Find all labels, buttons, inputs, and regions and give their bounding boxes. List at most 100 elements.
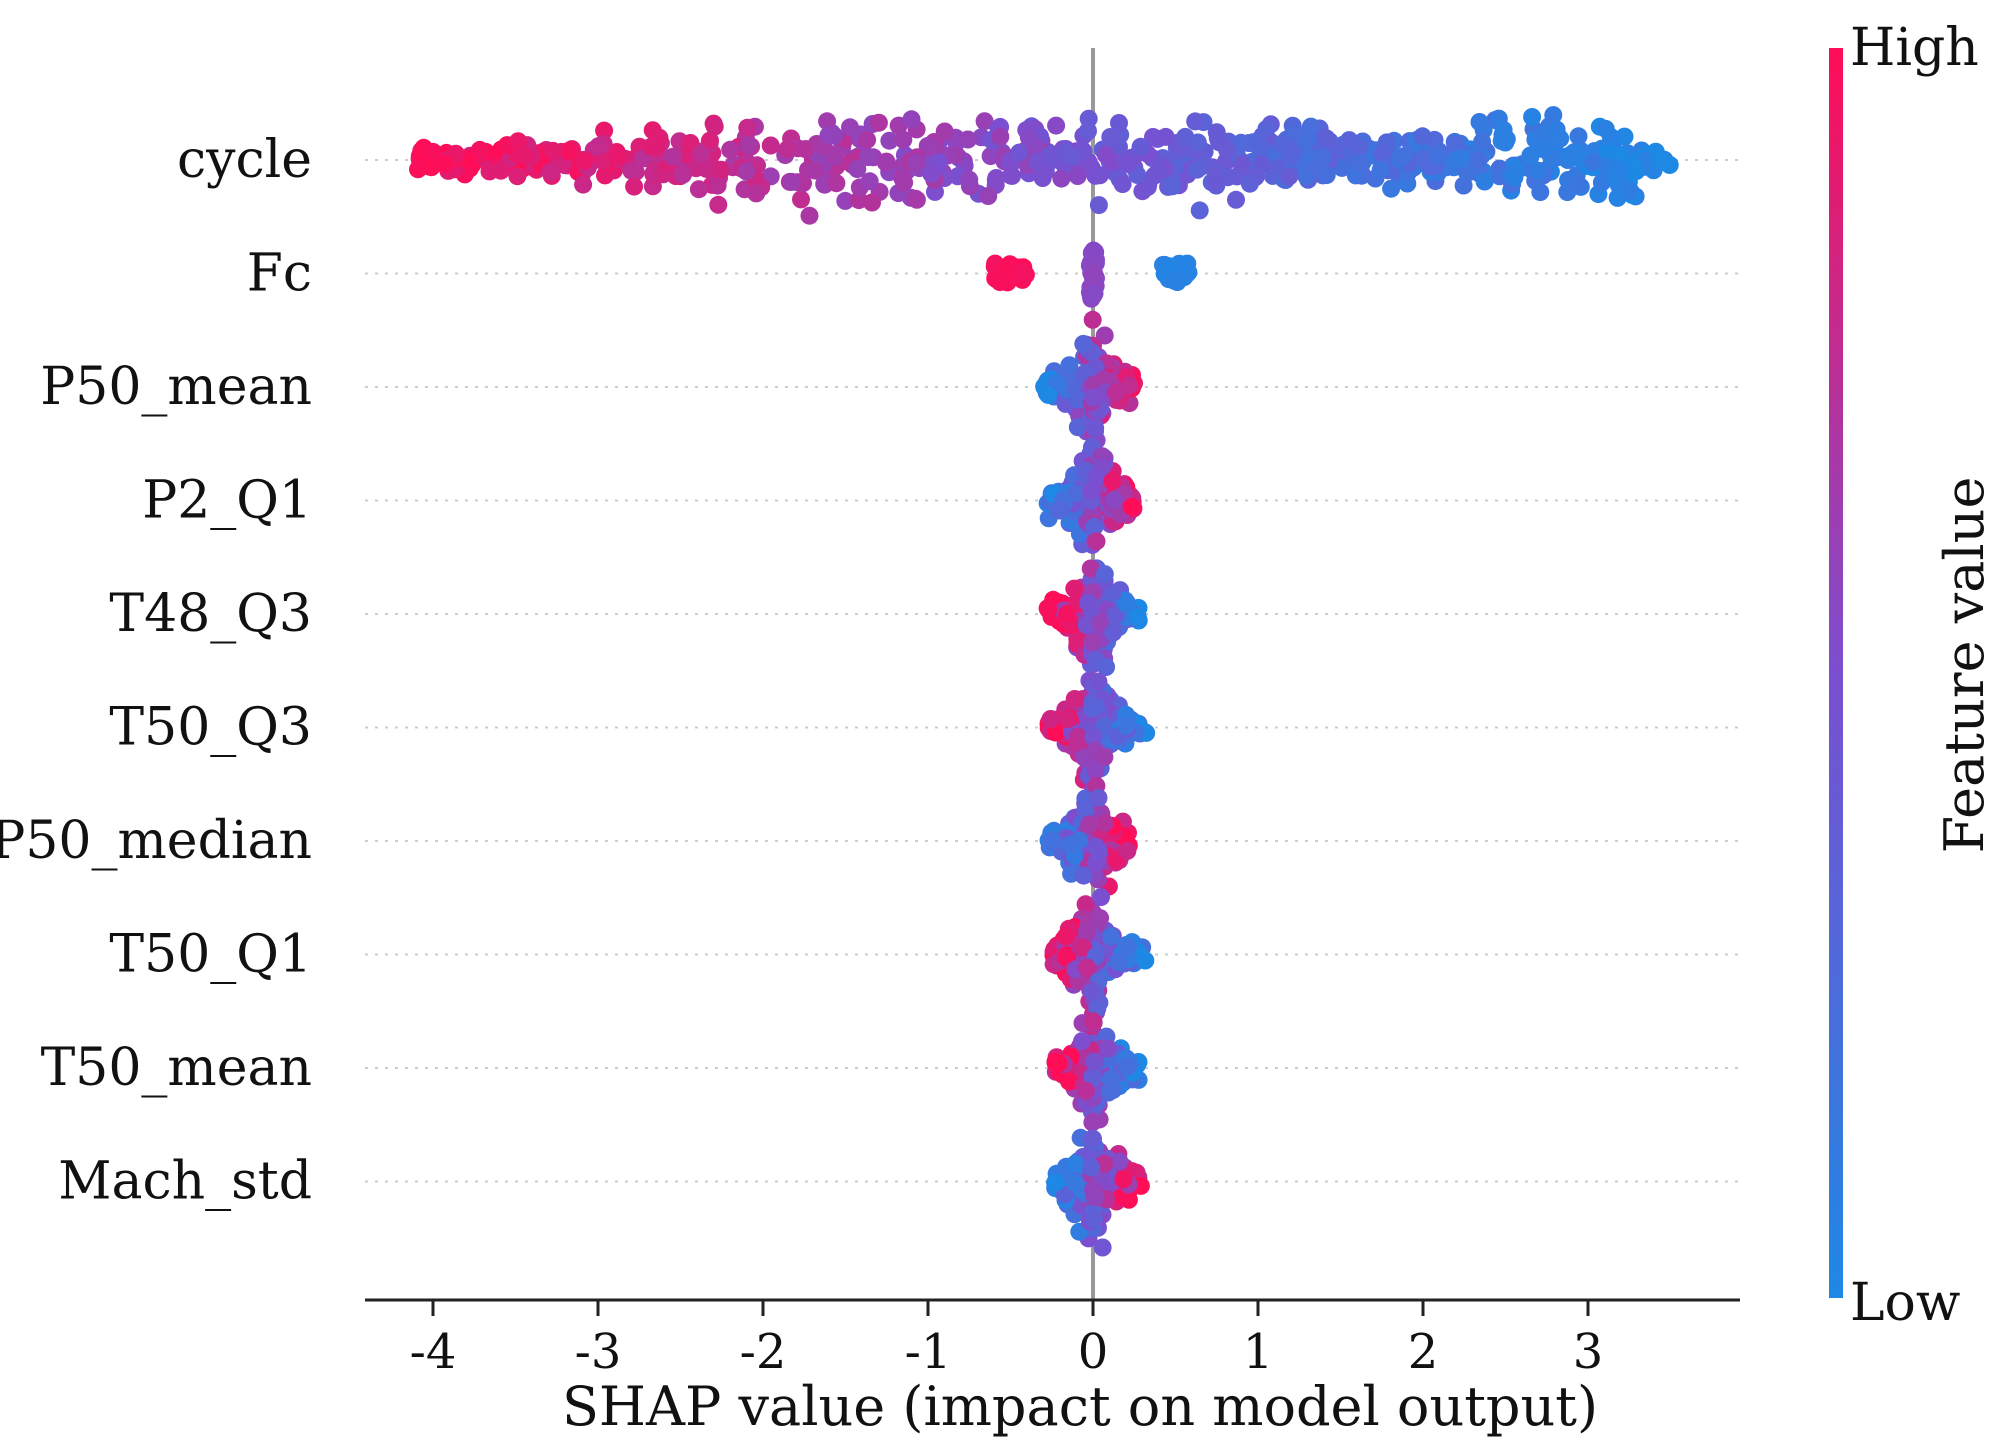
point-cycle [1232, 155, 1251, 174]
point-cycle [424, 142, 443, 161]
point-cycle [1188, 160, 1206, 179]
point-Mach_std [1084, 1112, 1102, 1131]
x-tick-label: -1 [905, 1324, 952, 1380]
point-cycle [1611, 145, 1630, 164]
colorbar [1829, 48, 1843, 1298]
point-Mach_std [1093, 1238, 1112, 1257]
point-cycle [1118, 154, 1137, 173]
point-P50_median [1089, 788, 1108, 807]
point-cycle [894, 130, 913, 149]
point-T50_mean [1103, 1081, 1122, 1100]
point-cycle [1496, 133, 1515, 152]
point-cycle [625, 177, 644, 196]
point-cycle [858, 130, 877, 149]
point-cycle [792, 190, 810, 209]
point-cycle [800, 206, 819, 225]
point-P50_mean [1060, 356, 1079, 375]
point-cycle [1469, 150, 1488, 169]
point-cycle [1523, 108, 1542, 126]
point-cycle [778, 140, 797, 159]
point-cycle [1621, 182, 1640, 201]
point-cycle [1079, 122, 1097, 140]
point-P50_median [1076, 801, 1095, 820]
point-cycle [1473, 132, 1492, 151]
point-P2_Q1 [1122, 497, 1141, 516]
feature-labels: cycle Fc P50_mean P2_Q1 T48_Q3 T50_Q3 P50_medi… [0, 130, 312, 1212]
point-cycle [709, 195, 728, 214]
point-P50_mean [1107, 383, 1125, 402]
point-cycle [1568, 174, 1587, 193]
point-cycle [1457, 163, 1476, 182]
feature-label-cycle: cycle [177, 130, 312, 190]
point-T48_Q3 [1106, 606, 1125, 624]
point-cycle [697, 159, 716, 178]
point-P50_median [1089, 841, 1108, 860]
point-Fc [1013, 262, 1032, 281]
point-cycle [1062, 147, 1081, 166]
point-cycle [712, 160, 731, 179]
point-cycle [902, 110, 921, 129]
point-T50_mean [1076, 1081, 1095, 1100]
point-cycle [761, 136, 780, 155]
point-Fc [1159, 257, 1178, 276]
feature-label-Fc: Fc [247, 244, 312, 304]
point-cycle [595, 121, 614, 140]
point-cycle [1110, 114, 1128, 132]
point-P50_median [1080, 815, 1099, 834]
point-cycle [1569, 127, 1588, 146]
point-cycle [907, 190, 926, 209]
point-cycle [1351, 153, 1370, 172]
point-P50_median [1043, 831, 1062, 850]
point-T50_Q1 [1109, 952, 1128, 971]
point-T48_Q3 [1104, 623, 1123, 642]
point-cycle [1052, 169, 1071, 188]
point-T48_Q3 [1081, 559, 1100, 578]
point-Fc [1000, 256, 1019, 275]
point-Mach_std [1110, 1152, 1129, 1171]
feature-label-T48_Q3: T48_Q3 [109, 584, 312, 644]
point-T50_Q3 [1096, 717, 1115, 735]
point-cycle [1149, 162, 1168, 181]
point-cycle [863, 193, 881, 212]
point-cycle [1188, 133, 1207, 152]
point-T48_Q3 [1039, 600, 1058, 619]
point-cycle [1528, 161, 1547, 180]
point-cycle [1382, 179, 1401, 198]
point-cycle [1615, 127, 1634, 146]
point-T50_Q1 [1118, 938, 1137, 956]
point-T48_Q3 [1095, 565, 1114, 584]
point-Mach_std [1085, 1210, 1104, 1229]
point-cycle [664, 147, 682, 166]
point-T50_Q1 [1077, 923, 1096, 942]
point-cycle [1206, 172, 1225, 191]
point-cycle [589, 137, 608, 156]
point-cycle [701, 131, 719, 150]
point-cycle [1272, 134, 1291, 153]
point-cycle [435, 154, 454, 173]
point-cycle [1332, 158, 1351, 177]
point-T50_Q3 [1069, 734, 1087, 753]
point-P50_mean [1083, 310, 1102, 329]
point-Mach_std [1046, 1173, 1065, 1192]
point-cycle [559, 142, 578, 160]
point-cycle [608, 147, 627, 166]
point-cycle [848, 160, 867, 178]
point-cycle [1446, 150, 1465, 169]
point-T50_Q3 [1097, 658, 1116, 676]
point-T50_Q3 [1041, 710, 1060, 728]
point-T50_mean [1046, 1052, 1065, 1071]
colorbar-high-label: High [1850, 18, 1979, 78]
point-P2_Q1 [1082, 481, 1101, 500]
point-T50_mean [1084, 1012, 1103, 1031]
point-cycle [859, 148, 878, 166]
point-P50_mean [1095, 326, 1114, 345]
point-cycle [818, 112, 837, 131]
point-T50_Q1 [1092, 888, 1110, 907]
point-cycle [1317, 166, 1336, 185]
point-T50_mean [1060, 1072, 1079, 1091]
point-T50_Q1 [1091, 909, 1110, 928]
point-P50_median [1095, 813, 1114, 832]
point-cycle [1317, 129, 1336, 148]
point-cycle [1019, 128, 1038, 147]
point-T50_Q1 [1083, 983, 1102, 1001]
